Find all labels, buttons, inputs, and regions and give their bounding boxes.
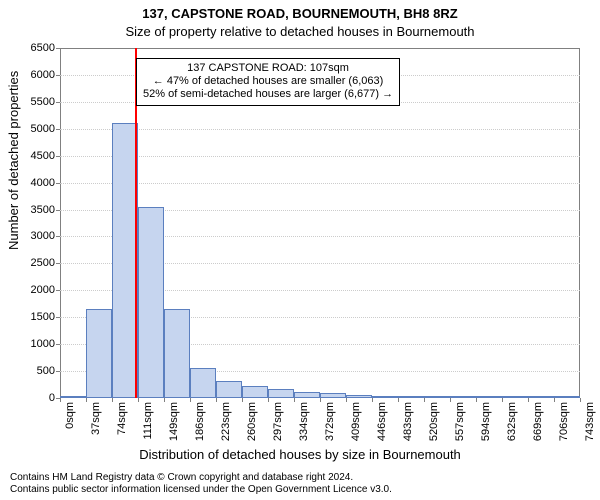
x-tick-label: 520sqm bbox=[428, 398, 440, 441]
histogram-bar bbox=[138, 207, 163, 398]
x-tick-mark bbox=[502, 398, 503, 402]
x-tick-mark bbox=[450, 398, 451, 402]
histogram-bar bbox=[242, 386, 267, 398]
y-tick-label: 0 bbox=[49, 392, 60, 404]
x-tick-mark bbox=[60, 398, 61, 402]
x-tick-label: 632sqm bbox=[506, 398, 518, 441]
footer-line-1: Contains HM Land Registry data © Crown c… bbox=[10, 472, 392, 484]
x-tick-label: 557sqm bbox=[454, 398, 466, 441]
callout-line: 137 CAPSTONE ROAD: 107sqm bbox=[143, 62, 393, 75]
x-tick-mark bbox=[372, 398, 373, 402]
y-tick-label: 6500 bbox=[31, 42, 60, 54]
x-tick-label: 669sqm bbox=[532, 398, 544, 441]
x-tick-label: 446sqm bbox=[376, 398, 388, 441]
x-tick-mark bbox=[86, 398, 87, 402]
plot-area: 0500100015002000250030003500400045005000… bbox=[60, 48, 580, 398]
x-tick-mark bbox=[554, 398, 555, 402]
x-tick-label: 594sqm bbox=[480, 398, 492, 441]
x-tick-label: 0sqm bbox=[64, 398, 76, 429]
x-tick-label: 483sqm bbox=[402, 398, 414, 441]
x-tick-mark bbox=[138, 398, 139, 402]
x-tick-label: 372sqm bbox=[324, 398, 336, 441]
histogram-bar bbox=[268, 389, 293, 398]
x-tick-label: 186sqm bbox=[194, 398, 206, 441]
x-tick-mark bbox=[294, 398, 295, 402]
callout-box: 137 CAPSTONE ROAD: 107sqm← 47% of detach… bbox=[136, 58, 400, 106]
grid-line bbox=[60, 183, 580, 184]
x-tick-label: 260sqm bbox=[246, 398, 258, 441]
x-tick-label: 37sqm bbox=[90, 398, 102, 435]
y-tick-label: 1500 bbox=[31, 311, 60, 323]
x-tick-mark bbox=[320, 398, 321, 402]
y-tick-label: 2500 bbox=[31, 257, 60, 269]
footer-line-2: Contains public sector information licen… bbox=[10, 484, 392, 496]
y-tick-label: 3500 bbox=[31, 204, 60, 216]
grid-line bbox=[60, 156, 580, 157]
x-tick-label: 223sqm bbox=[220, 398, 232, 441]
x-tick-label: 149sqm bbox=[168, 398, 180, 441]
x-tick-label: 706sqm bbox=[558, 398, 570, 441]
x-tick-mark bbox=[398, 398, 399, 402]
chart-title: 137, CAPSTONE ROAD, BOURNEMOUTH, BH8 8RZ bbox=[0, 6, 600, 21]
y-tick-label: 6000 bbox=[31, 69, 60, 81]
y-tick-label: 5500 bbox=[31, 96, 60, 108]
histogram-bar bbox=[216, 381, 241, 398]
callout-line: ← 47% of detached houses are smaller (6,… bbox=[143, 75, 393, 88]
x-tick-mark bbox=[528, 398, 529, 402]
y-tick-label: 500 bbox=[37, 365, 60, 377]
y-tick-label: 2000 bbox=[31, 284, 60, 296]
y-axis-label: Number of detached properties bbox=[6, 71, 21, 250]
x-tick-mark bbox=[112, 398, 113, 402]
x-tick-mark bbox=[164, 398, 165, 402]
footer: Contains HM Land Registry data © Crown c… bbox=[10, 472, 392, 496]
x-tick-mark bbox=[580, 398, 581, 402]
x-tick-mark bbox=[216, 398, 217, 402]
x-tick-label: 334sqm bbox=[298, 398, 310, 441]
x-tick-label: 297sqm bbox=[272, 398, 284, 441]
y-tick-label: 4500 bbox=[31, 150, 60, 162]
grid-line bbox=[60, 129, 580, 130]
x-axis-label: Distribution of detached houses by size … bbox=[0, 447, 600, 462]
y-tick-label: 5000 bbox=[31, 123, 60, 135]
histogram-bar bbox=[164, 309, 189, 398]
histogram-bar bbox=[190, 368, 215, 398]
y-tick-label: 1000 bbox=[31, 338, 60, 350]
histogram-bar bbox=[86, 309, 111, 398]
x-tick-mark bbox=[346, 398, 347, 402]
x-tick-label: 409sqm bbox=[350, 398, 362, 441]
x-tick-label: 74sqm bbox=[116, 398, 128, 435]
x-tick-mark bbox=[190, 398, 191, 402]
y-tick-label: 4000 bbox=[31, 177, 60, 189]
x-tick-mark bbox=[268, 398, 269, 402]
callout-line: 52% of semi-detached houses are larger (… bbox=[143, 88, 393, 101]
x-tick-mark bbox=[476, 398, 477, 402]
x-tick-label: 111sqm bbox=[142, 398, 154, 440]
x-tick-mark bbox=[242, 398, 243, 402]
chart-container: 137, CAPSTONE ROAD, BOURNEMOUTH, BH8 8RZ… bbox=[0, 0, 600, 500]
x-tick-label: 743sqm bbox=[584, 398, 596, 441]
chart-subtitle: Size of property relative to detached ho… bbox=[0, 24, 600, 39]
y-tick-label: 3000 bbox=[31, 230, 60, 242]
x-tick-mark bbox=[424, 398, 425, 402]
